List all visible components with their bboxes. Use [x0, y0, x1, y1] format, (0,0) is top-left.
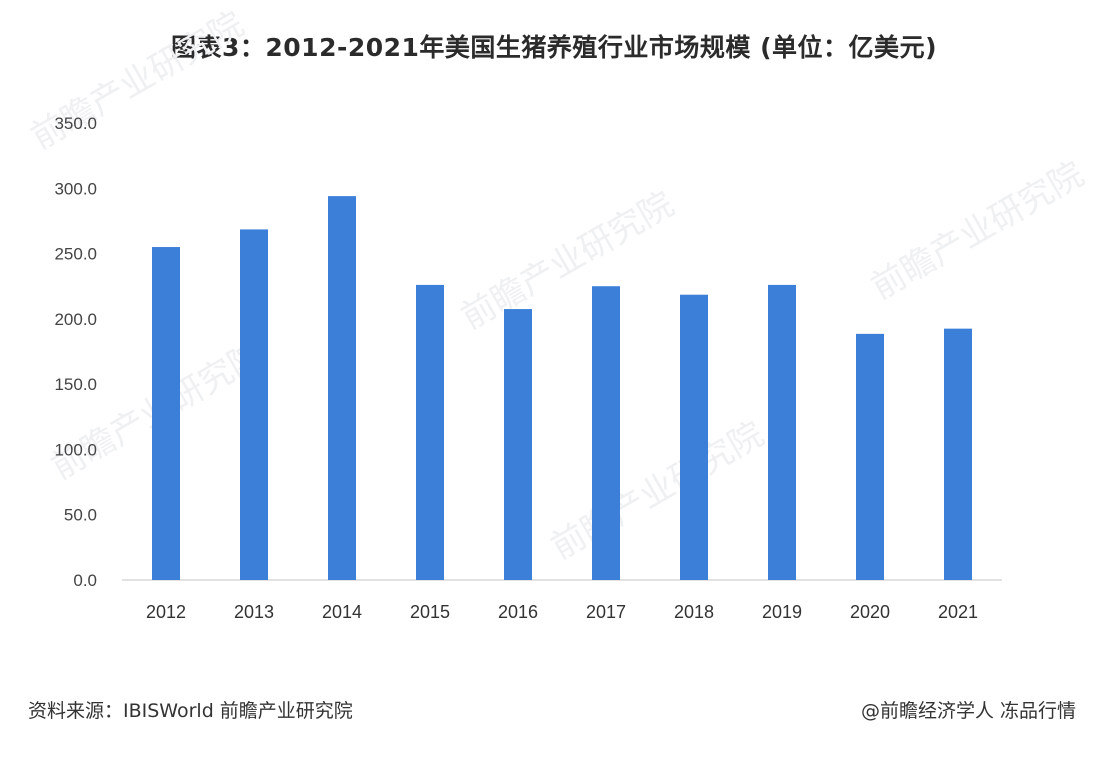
watermark-text: 前瞻产业研究院 [545, 414, 771, 568]
x-tick-label: 2016 [498, 602, 538, 622]
y-tick-label: 350.0 [54, 114, 97, 133]
chart-title: 图表3：2012-2021年美国生猪养殖行业市场规模 (单位：亿美元) [171, 33, 937, 62]
watermark-text: 前瞻产业研究院 [865, 154, 1091, 308]
x-tick-label: 2013 [234, 602, 274, 622]
x-tick-label: 2019 [762, 602, 802, 622]
watermark-text: 前瞻产业研究院 [455, 184, 681, 338]
bar-2012 [152, 247, 180, 581]
x-tick-label: 2020 [850, 602, 890, 622]
bar-2017 [592, 286, 620, 580]
y-tick-label: 50.0 [64, 506, 97, 525]
bar-2015 [416, 284, 444, 580]
bar-2018 [680, 294, 708, 580]
bar-2020 [856, 333, 884, 580]
y-tick-label: 200.0 [54, 310, 97, 329]
x-tick-label: 2012 [146, 602, 186, 622]
y-tick-label: 100.0 [54, 440, 97, 459]
bars [152, 196, 972, 581]
bar-2014 [328, 196, 356, 580]
x-tick-label: 2021 [938, 602, 978, 622]
watermark-layer: 前瞻产业研究院前瞻产业研究院前瞻产业研究院前瞻产业研究院前瞻产业研究院 [25, 4, 1091, 568]
source-note: 资料来源：IBISWorld 前瞻产业研究院 [28, 700, 353, 722]
credit-note: @前瞻经济学人 冻品行情 [860, 700, 1076, 722]
bar-2021 [944, 328, 972, 580]
x-tick-label: 2018 [674, 602, 714, 622]
y-tick-label: 300.0 [54, 179, 97, 198]
bar-2016 [504, 309, 532, 580]
x-axis: 2012 2013 2014 2015 2016 2017 2018 2019 2020 2021 [146, 602, 978, 622]
watermark-text: 前瞻产业研究院 [25, 4, 251, 158]
x-tick-label: 2015 [410, 602, 450, 622]
y-tick-label: 150.0 [54, 375, 97, 394]
y-tick-label: 0.0 [73, 571, 97, 590]
x-tick-label: 2017 [586, 602, 626, 622]
bar-2019 [768, 284, 796, 580]
bar-2013 [240, 229, 268, 580]
y-axis: 0.0 50.0 100.0 150.0 200.0 250.0 300.0 350.0 [54, 114, 97, 590]
y-tick-label: 250.0 [54, 245, 97, 264]
x-tick-label: 2014 [322, 602, 362, 622]
